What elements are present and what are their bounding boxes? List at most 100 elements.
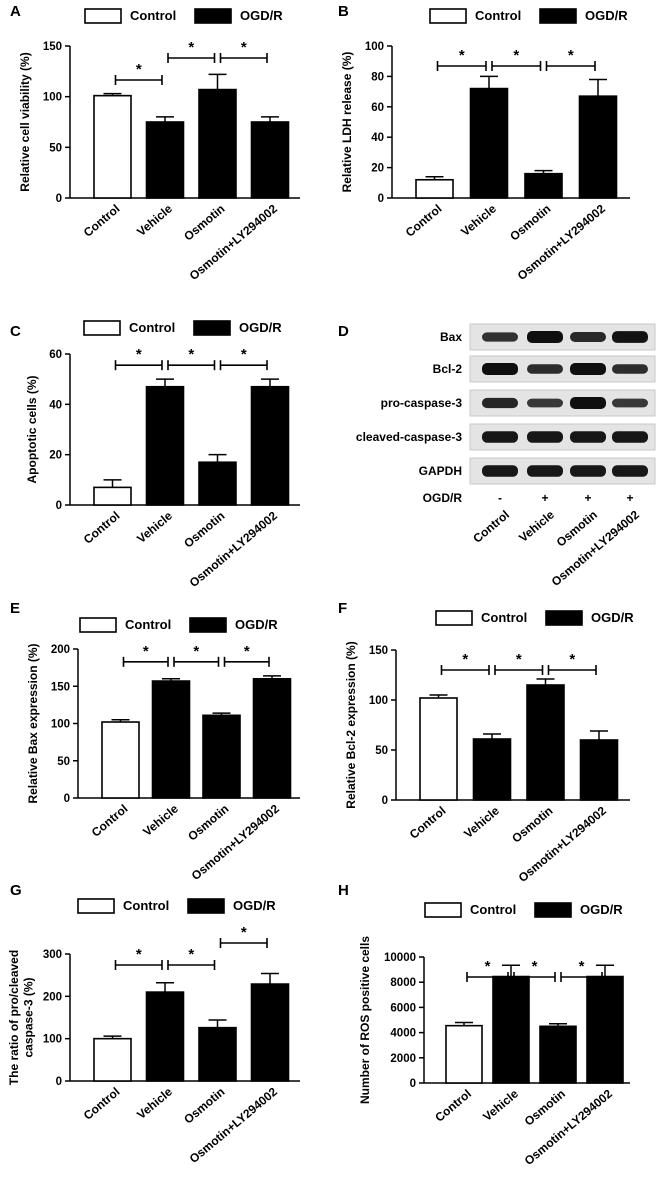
panel-label: G [10, 882, 22, 899]
x-category-label: Vehicle [134, 201, 175, 239]
panel-d: D Bax Bcl-2 pro-caspase-3 cleaved-caspase-3 G… [338, 323, 656, 589]
bar-control [101, 721, 140, 799]
blot-condition-sign: + [626, 491, 633, 505]
legend-swatch-control [84, 8, 122, 24]
x-category-label: Control [432, 1087, 474, 1125]
panel-a: A Control OGD/R 0 50 100 150 Relative cell viab… [10, 3, 300, 283]
bar-osmotin-ly294002 [586, 975, 624, 1084]
legend-swatch-ogdr [187, 898, 225, 914]
bar-control [419, 697, 458, 801]
x-category-label: Osmotin [507, 202, 553, 244]
legend-label-control: Control [123, 898, 169, 913]
legend-label-control: Control [130, 8, 176, 23]
significance-star: * [143, 643, 149, 660]
x-category-label: Vehicle [480, 1086, 521, 1124]
blot-lane-label: Control [470, 508, 512, 546]
blot-band [612, 364, 648, 374]
bar-control [415, 178, 454, 199]
legend: Control OGD/R [84, 8, 283, 24]
bar-osmotin-ly294002 [250, 121, 290, 199]
y-axis-label: The ratio of pro/cleavedcaspase-3 (%) [7, 950, 35, 1085]
y-tick-label: 50 [57, 756, 70, 768]
y-tick-label: 40 [371, 132, 384, 144]
x-category-label: Osmotin+LY294002 [516, 803, 609, 885]
blot-condition-label: OGD/R [423, 491, 463, 505]
bar-osmotin [202, 714, 241, 799]
blot-band [482, 431, 518, 443]
y-tick-label: 100 [43, 92, 62, 104]
panel-c: C Control OGD/R 0 20 40 60 Apoptotic cells (%) C… [10, 320, 300, 590]
significance-star: * [568, 47, 574, 64]
blot-band [527, 364, 563, 374]
bar-osmotin [539, 1025, 577, 1084]
y-tick-label: 100 [369, 695, 388, 707]
legend-swatch-control [435, 610, 473, 626]
y-axis-label: Apoptotic cells (%) [25, 375, 39, 483]
x-category-label: Vehicle [134, 1084, 175, 1122]
x-category-label: Vehicle [134, 508, 175, 546]
y-tick-label: 60 [49, 349, 62, 361]
panel-label: E [10, 600, 20, 617]
legend: Control OGD/R [79, 617, 278, 633]
legend-swatch-ogdr [193, 320, 231, 336]
bar-osmotin-ly294002 [250, 983, 290, 1082]
blot-band [570, 397, 606, 409]
bar-control [93, 94, 132, 199]
significance-star: * [569, 651, 575, 668]
legend-swatch-ogdr [189, 617, 227, 633]
x-category-label: Osmotin+LY294002 [522, 1086, 615, 1168]
x-category-label: Osmotin [509, 804, 555, 846]
significance-star: * [188, 946, 194, 963]
blot-band [612, 398, 648, 408]
legend: Control OGD/R [424, 902, 623, 918]
panel-e: E Control OGD/R 0 50 100 150 200 Relative Bax ex… [10, 600, 300, 883]
bar-vehicle [145, 385, 185, 506]
legend-swatch-ogdr [539, 8, 577, 24]
legend-swatch-control [77, 898, 115, 914]
y-tick-label: 6000 [390, 1002, 416, 1014]
x-category-label: Osmotin+LY294002 [187, 1084, 280, 1166]
x-category-label: Osmotin [522, 1087, 568, 1129]
legend-label-control: Control [129, 320, 175, 335]
y-axis-label: Number of ROS positive cells [358, 936, 372, 1104]
significance-star: * [485, 958, 491, 975]
y-tick-label: 0 [56, 1076, 62, 1088]
panel-label: H [338, 882, 349, 899]
blot-band [612, 331, 648, 343]
significance-star: * [188, 346, 194, 363]
bar-vehicle [492, 975, 530, 1084]
panel-f: F Control OGD/R 0 50 100 150 Relative Bcl-2 exp… [338, 600, 634, 885]
x-category-label: Control [81, 202, 123, 240]
y-tick-label: 8000 [390, 977, 416, 989]
x-category-label: Vehicle [461, 803, 502, 841]
bar-control [93, 1037, 132, 1082]
legend-label-ogdr: OGD/R [233, 898, 276, 913]
x-category-label: Control [407, 804, 449, 842]
legend-swatch-control [429, 8, 467, 24]
legend: Control OGD/R [77, 898, 276, 914]
significance-star: * [193, 643, 199, 660]
legend-swatch-ogdr [534, 902, 572, 918]
blot-protein-label: GAPDH [419, 464, 462, 478]
panel-label: C [10, 323, 21, 340]
bar-osmotin-ly294002 [252, 677, 292, 799]
bar-vehicle [145, 121, 185, 199]
y-tick-label: 100 [365, 41, 384, 53]
blot-band [570, 431, 606, 443]
significance-star: * [516, 651, 522, 668]
x-category-label: Osmotin+LY294002 [189, 801, 282, 883]
panel-label: B [338, 3, 349, 20]
y-axis-label: Relative LDH release (%) [340, 52, 354, 193]
y-tick-label: 100 [43, 1034, 62, 1046]
x-category-label: Osmotin [181, 202, 227, 244]
blot-band [482, 397, 518, 409]
y-tick-label: 50 [375, 745, 388, 757]
blot-protein-label: Bcl-2 [433, 362, 463, 376]
panel-b: B Control OGD/R 0 20 40 60 80 100 Relative LDH re… [338, 3, 630, 283]
significance-star: * [459, 47, 465, 64]
legend-label-control: Control [470, 902, 516, 917]
y-tick-label: 200 [51, 644, 70, 656]
x-category-label: Osmotin [185, 802, 231, 844]
x-category-label: Control [403, 202, 445, 240]
x-category-label: Vehicle [458, 201, 499, 239]
